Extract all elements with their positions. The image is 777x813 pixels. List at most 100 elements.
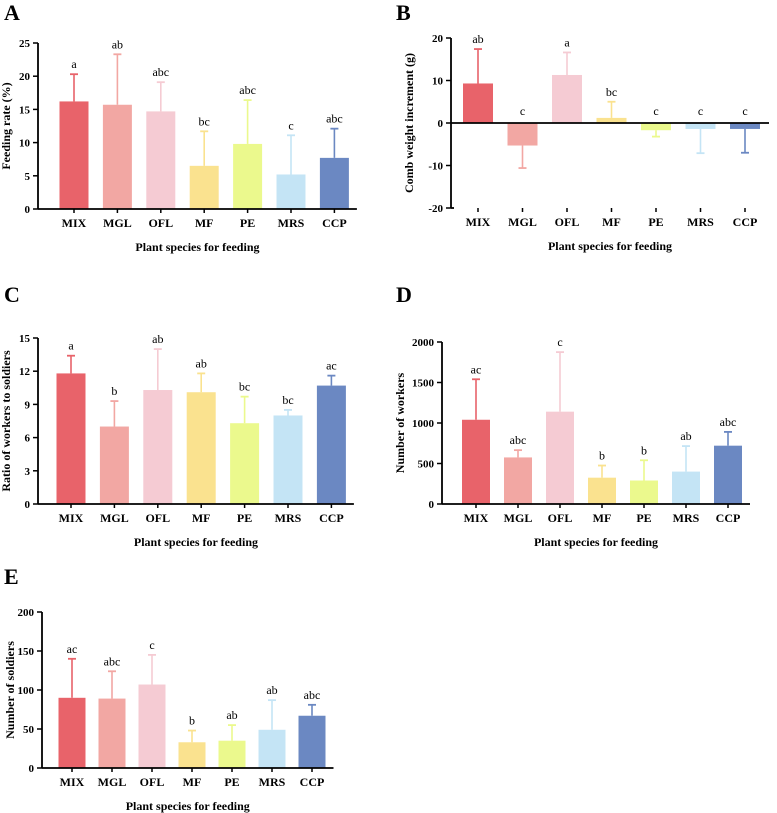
- bar-mgl: [507, 123, 538, 146]
- y-tick-label: 12: [19, 366, 31, 378]
- y-tick-label: 1000: [412, 418, 435, 430]
- y-tick-label: 15: [19, 333, 31, 345]
- x-axis-title: Plant species for feeding: [135, 240, 259, 254]
- x-tick-label: OFL: [140, 775, 165, 789]
- bar-ccp: [298, 715, 326, 768]
- x-tick-label: MRS: [275, 511, 302, 525]
- significance-label: a: [71, 57, 77, 71]
- x-tick-label: CCP: [716, 511, 741, 525]
- y-tick-label: 6: [25, 433, 31, 445]
- significance-label: b: [599, 449, 605, 463]
- x-axis-title: Plant species for feeding: [134, 535, 258, 549]
- y-tick-label: -20: [428, 203, 443, 215]
- y-tick-label: 0: [429, 499, 435, 511]
- bar-mrs: [258, 729, 286, 768]
- y-tick-label: 15: [19, 104, 31, 116]
- bar-ofl: [552, 74, 582, 123]
- bar-pe: [630, 480, 658, 504]
- x-tick-label: CCP: [319, 511, 344, 525]
- panel-a: Aa MIX ab MGL abc OFL bc MF abc PE c MRS abc CCP 0 5 10 1…: [0, 0, 357, 254]
- significance-label: b: [641, 443, 647, 457]
- bar-ofl: [143, 390, 173, 504]
- x-tick-label: MRS: [259, 775, 286, 789]
- x-tick-label: OFL: [148, 216, 173, 230]
- x-tick-label: PE: [240, 216, 255, 230]
- x-axis-title: Plant species for feeding: [548, 239, 672, 253]
- y-tick-label: 500: [418, 459, 435, 471]
- bar-mix: [463, 83, 493, 123]
- y-axis-title: Number of soldiers: [3, 641, 17, 739]
- significance-label: c: [698, 104, 703, 118]
- significance-label: ab: [152, 332, 163, 346]
- x-tick-label: OFL: [145, 511, 170, 525]
- x-tick-label: OFL: [548, 511, 573, 525]
- bar-mgl: [98, 698, 126, 768]
- significance-label: bc: [199, 114, 210, 128]
- significance-label: ab: [266, 683, 277, 697]
- panel-c: Ca MIX b MGL ab OFL ab MF bc PE bc MRS ac CCP 0 3 6 9 12 15…: [0, 282, 354, 549]
- y-axis-title: Feeding rate (%): [0, 82, 13, 169]
- bar-ofl: [546, 411, 574, 504]
- y-tick-label: 0: [25, 499, 31, 511]
- significance-label: bc: [239, 380, 250, 394]
- y-tick-label: 200: [18, 607, 35, 619]
- y-tick-label: 150: [18, 646, 35, 658]
- x-tick-label: MGL: [100, 511, 129, 525]
- bar-ccp: [714, 445, 742, 504]
- bar-mix: [56, 373, 86, 504]
- y-tick-label: 1500: [412, 378, 435, 390]
- significance-label: a: [68, 339, 74, 353]
- significance-label: ac: [326, 359, 337, 373]
- x-tick-label: MF: [183, 775, 202, 789]
- panel-b: Bab MIX c MGL a OFL bc MF c PE c MRS c CCP -20 -10 0 10 20…: [396, 0, 769, 253]
- x-tick-label: MIX: [59, 511, 84, 525]
- significance-label: ab: [680, 429, 691, 443]
- panel-label: D: [396, 282, 412, 307]
- significance-label: ab: [472, 32, 483, 46]
- bar-mix: [59, 101, 89, 209]
- x-tick-label: OFL: [555, 215, 580, 229]
- x-tick-label: PE: [237, 511, 252, 525]
- significance-label: ac: [67, 642, 78, 656]
- bar-mf: [189, 165, 219, 209]
- significance-label: c: [520, 104, 525, 118]
- bar-mix: [58, 697, 86, 768]
- bar-pe: [641, 123, 671, 131]
- x-tick-label: PE: [636, 511, 651, 525]
- significance-label: bc: [282, 393, 293, 407]
- x-tick-label: MRS: [687, 215, 714, 229]
- bar-mgl: [99, 426, 129, 504]
- bar-ccp: [316, 385, 346, 504]
- bar-mf: [178, 742, 206, 768]
- x-tick-label: PE: [648, 215, 663, 229]
- x-tick-label: MIX: [60, 775, 85, 789]
- significance-label: ac: [471, 362, 482, 376]
- bar-mf: [596, 117, 627, 123]
- x-tick-label: MF: [192, 511, 211, 525]
- bar-mrs: [685, 123, 716, 129]
- significance-label: ab: [226, 708, 237, 722]
- significance-label: a: [564, 35, 570, 49]
- bar-mrs: [276, 174, 306, 209]
- bar-mgl: [102, 104, 132, 209]
- y-tick-label: 10: [432, 76, 444, 88]
- x-tick-label: MIX: [466, 215, 491, 229]
- x-axis-title: Plant species for feeding: [126, 799, 250, 813]
- y-axis-title: Number of workers: [393, 372, 407, 473]
- y-tick-label: -10: [428, 161, 443, 173]
- bar-mf: [588, 477, 616, 504]
- y-tick-label: 2000: [412, 337, 435, 349]
- x-tick-label: MGL: [508, 215, 537, 229]
- significance-label: abc: [326, 112, 343, 126]
- x-axis-title: Plant species for feeding: [534, 535, 658, 549]
- panel-label: A: [4, 0, 20, 25]
- bar-pe: [230, 423, 260, 504]
- bar-mrs: [273, 415, 303, 504]
- y-tick-label: 25: [19, 38, 31, 50]
- y-tick-label: 0: [29, 763, 35, 775]
- x-tick-label: MF: [593, 511, 612, 525]
- x-tick-label: CCP: [733, 215, 758, 229]
- panel-label: C: [4, 282, 20, 307]
- significance-label: ab: [196, 356, 207, 370]
- panel-label: B: [396, 0, 411, 25]
